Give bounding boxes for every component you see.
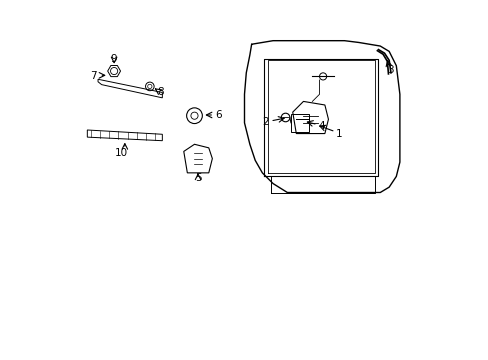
Text: 6: 6 — [215, 110, 222, 120]
Text: 1: 1 — [335, 129, 342, 139]
Text: 3: 3 — [386, 65, 393, 75]
Text: 5: 5 — [194, 173, 201, 183]
Text: 9: 9 — [111, 54, 117, 64]
Text: 2: 2 — [262, 117, 268, 127]
Text: 10: 10 — [115, 148, 127, 158]
Text: 7: 7 — [90, 71, 97, 81]
Text: 4: 4 — [317, 121, 324, 131]
Text: 8: 8 — [157, 87, 163, 98]
